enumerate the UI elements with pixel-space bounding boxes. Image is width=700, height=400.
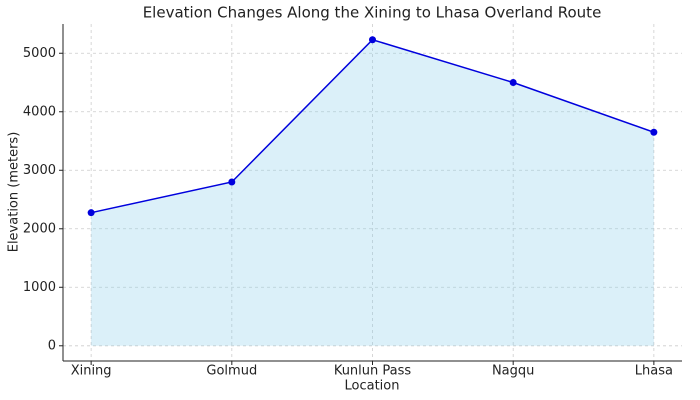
area: [91, 39, 654, 346]
point: [228, 178, 236, 186]
x-axis-label: Location: [345, 379, 400, 394]
y-tick-label: 3000: [23, 163, 56, 178]
point: [650, 128, 658, 136]
y-tick-label: 0: [48, 338, 56, 353]
y-tick-label: 1000: [23, 280, 56, 295]
point: [509, 79, 517, 87]
y-tick-label: 5000: [23, 46, 56, 61]
x-tick-label: Lhasa: [635, 364, 673, 379]
point: [87, 209, 95, 217]
chart-title: Elevation Changes Along the Xining to Lh…: [143, 4, 602, 22]
x-tick-label: Kunlun Pass: [334, 364, 412, 379]
y-tick-label: 2000: [23, 221, 56, 236]
x-tick-label: Xining: [71, 364, 112, 379]
point: [369, 36, 376, 44]
y-axis-label: Elevation (meters): [7, 132, 22, 253]
x-tick-label: Nagqu: [492, 364, 534, 379]
x-tick-label: Golmud: [206, 364, 257, 379]
y-tick-label: 4000: [23, 104, 56, 119]
